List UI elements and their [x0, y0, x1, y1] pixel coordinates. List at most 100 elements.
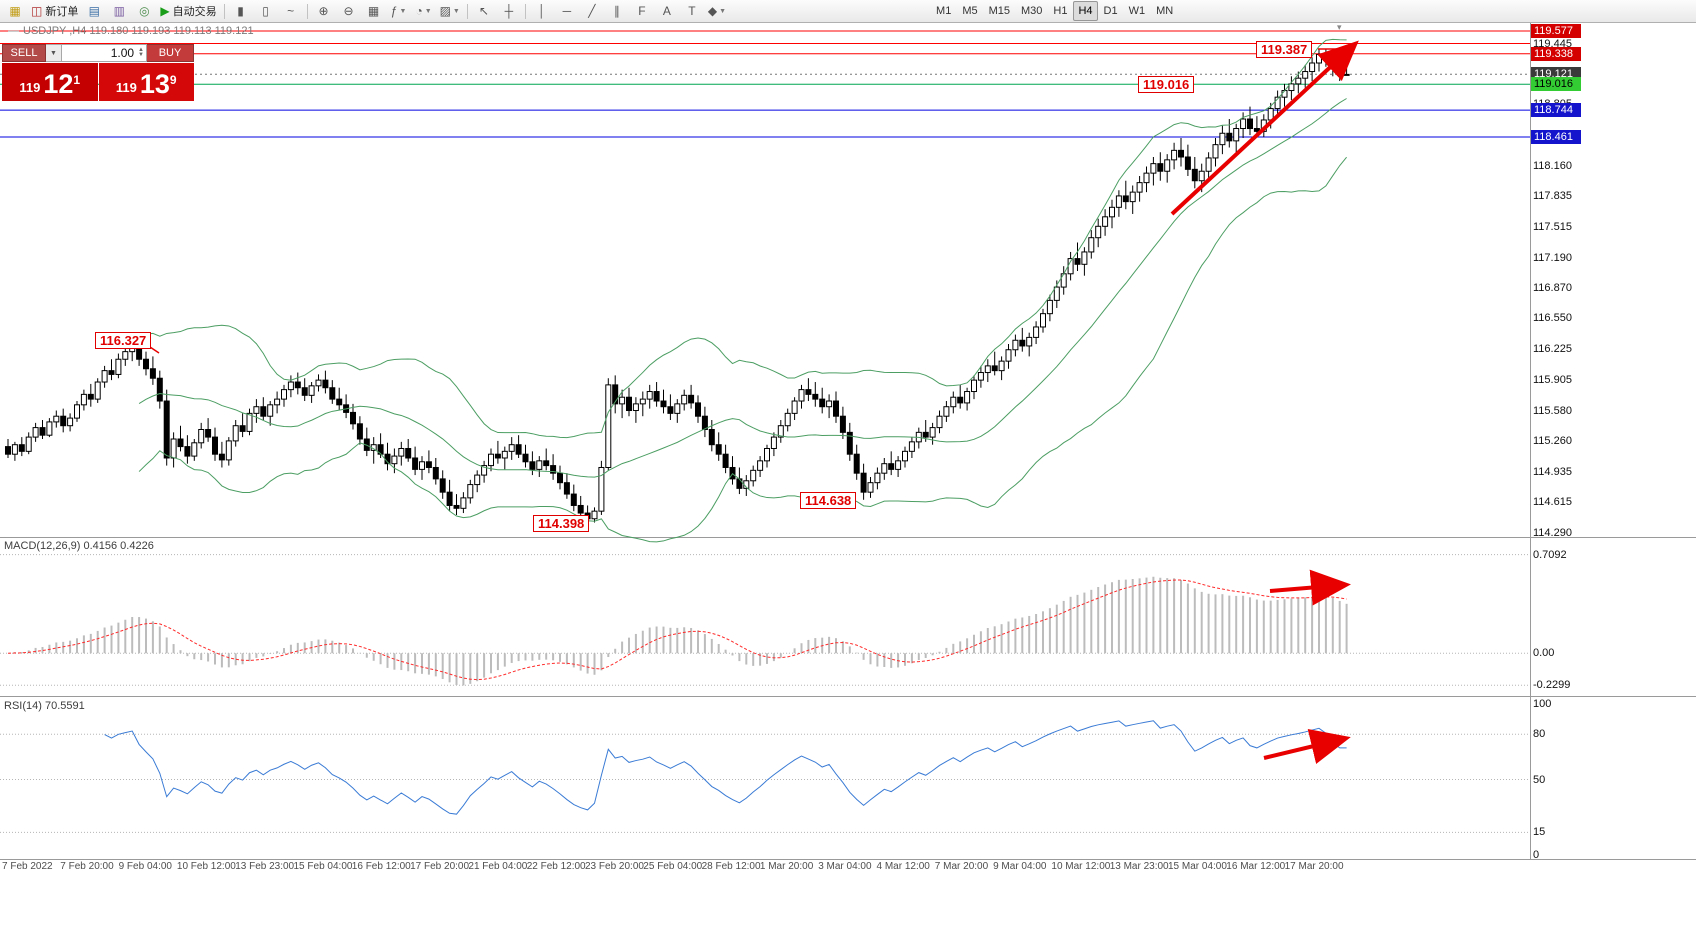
- templates-icon: ▨: [439, 4, 451, 18]
- rsi-line: [104, 720, 1347, 815]
- zoom-out-icon[interactable]: ⊖: [337, 1, 361, 21]
- channel-icon[interactable]: ∥: [605, 1, 629, 21]
- line-chart-icon: ~: [287, 4, 295, 18]
- line-chart-icon[interactable]: ~: [279, 1, 303, 21]
- new-order-button[interactable]: ◫ 新订单: [28, 1, 81, 21]
- cursor-icon[interactable]: ↖: [472, 1, 496, 21]
- ohlc-bars-icon: ▮: [237, 4, 244, 18]
- toolbar-separator: [306, 3, 308, 19]
- buy-price-button[interactable]: 119 13 9: [98, 63, 194, 101]
- timeframe-h1-button[interactable]: H1: [1053, 5, 1068, 17]
- timeframe-m15-button[interactable]: M15: [988, 5, 1010, 17]
- chart-shift-marker-icon[interactable]: ▾: [1337, 22, 1342, 32]
- timeframe-h4-button[interactable]: H4: [1073, 1, 1098, 21]
- new-chart-icon: ▦: [9, 4, 21, 18]
- timeframe-w1-button[interactable]: W1: [1128, 5, 1146, 17]
- autotrading-button-label: 自动交易: [172, 6, 217, 18]
- fibonacci-icon[interactable]: F: [630, 1, 654, 21]
- zoom-out-icon: ⊖: [343, 4, 354, 18]
- macd-histogram: [13, 576, 1348, 686]
- timeframe-m1-button[interactable]: M1: [936, 5, 952, 17]
- order-options-dropdown[interactable]: ▼: [46, 44, 62, 62]
- cursor-icon: ↖: [478, 4, 489, 18]
- volume-stepper: ▲ ▼: [138, 47, 144, 58]
- one-click-trading-panel: SELL ▼ 1.00 ▲ ▼ BUY 119 12 1 119 13 9: [2, 44, 194, 101]
- chevron-down-icon: ▼: [452, 7, 460, 15]
- macd-signal-line: [7, 579, 1347, 681]
- periods-icon: ◔: [415, 4, 423, 18]
- sell-price-button[interactable]: 119 12 1: [2, 63, 98, 101]
- horizontal-level-lines[interactable]: [0, 30, 1530, 138]
- candles: [5, 48, 1350, 523]
- horizontal-line-icon[interactable]: ─: [555, 1, 579, 21]
- buy-price-point: 9: [169, 73, 177, 87]
- shapes-icon: ◆: [707, 4, 718, 18]
- crosshair-icon[interactable]: ┼: [497, 1, 521, 21]
- tile-windows-icon[interactable]: ▦: [362, 1, 386, 21]
- toolbar: ▦ ◫ 新订单 ▤ ▥ ◎ ▶ 自动交易 ▮ ▯ ~ ⊕ ⊖ ▦ ƒ ▼ ◔ ▼ ▨ ▼ ↖ ┼ │ ─ ╱ ∥ F A T ◆ ▼ M1 M5…: [0, 0, 1696, 23]
- market-watch-icon: ▤: [88, 4, 101, 18]
- zoom-in-icon[interactable]: ⊕: [312, 1, 336, 21]
- data-window-icon[interactable]: ▥: [107, 1, 131, 21]
- navigator-icon[interactable]: ◎: [132, 1, 156, 21]
- bollinger-bands: [138, 38, 1347, 543]
- vertical-line-icon: │: [538, 4, 546, 18]
- crosshair-icon: ┼: [504, 4, 514, 18]
- autotrading-button[interactable]: ▶ 自动交易: [157, 1, 219, 21]
- sell-price-prefix: 119: [19, 80, 41, 95]
- label-icon: T: [688, 4, 696, 18]
- data-window-icon: ▥: [113, 4, 126, 18]
- toolbar-separator: [466, 3, 468, 19]
- new-order-button-label: 新订单: [45, 6, 79, 18]
- timeframe-m30-button[interactable]: M30: [1021, 5, 1043, 17]
- buy-button[interactable]: BUY: [147, 44, 194, 62]
- fibonacci-icon: F: [638, 4, 646, 18]
- candlestick-icon: ▯: [262, 4, 269, 18]
- new-chart-icon[interactable]: ▦: [3, 1, 27, 21]
- rsi-label: RSI(14) 70.5591: [4, 700, 85, 712]
- templates-icon[interactable]: ▨ ▼: [437, 1, 463, 21]
- label-icon[interactable]: T: [680, 1, 704, 21]
- buy-price-prefix: 119: [115, 80, 137, 95]
- toolbar-separator: [223, 3, 225, 19]
- new-order-icon: ◫: [31, 4, 43, 18]
- zoom-in-icon: ⊕: [318, 4, 329, 18]
- volume-up-button[interactable]: ▲: [138, 47, 144, 53]
- navigator-icon: ◎: [139, 4, 150, 18]
- periods-icon[interactable]: ◔ ▼: [412, 1, 436, 21]
- toolbar-separator: [524, 3, 526, 19]
- text-icon: A: [662, 4, 671, 18]
- chevron-down-icon: ▼: [719, 7, 727, 15]
- market-watch-icon[interactable]: ▤: [82, 1, 106, 21]
- chevron-down-icon: ▼: [399, 7, 407, 15]
- trendline-icon: ╱: [588, 4, 596, 18]
- indicators-icon: ƒ: [390, 4, 398, 18]
- sell-price-pips: 12: [43, 69, 74, 99]
- ohlc-bars-icon[interactable]: ▮: [229, 1, 253, 21]
- buy-price-pips: 13: [139, 69, 170, 99]
- object-marker-icon: —: [8, 25, 19, 37]
- timeframe-mn-button[interactable]: MN: [1156, 5, 1174, 17]
- vertical-line-icon[interactable]: │: [530, 1, 554, 21]
- volume-down-button[interactable]: ▼: [138, 52, 144, 58]
- sell-price-point: 1: [73, 73, 81, 87]
- timeframe-m5-button[interactable]: M5: [962, 5, 978, 17]
- volume-input[interactable]: 1.00 ▲ ▼: [62, 44, 147, 62]
- timeframe-d1-button[interactable]: D1: [1103, 5, 1118, 17]
- horizontal-line-icon: ─: [562, 4, 572, 18]
- chevron-down-icon: ▼: [424, 7, 432, 15]
- chart-title: — USDJPY ,H4 119.180 119.193 119.113 119.…: [8, 25, 254, 37]
- channel-icon: ∥: [613, 4, 620, 18]
- macd-label: MACD(12,26,9) 0.4156 0.4226: [4, 540, 154, 552]
- tile-windows-icon: ▦: [367, 4, 380, 18]
- candlestick-icon[interactable]: ▯: [254, 1, 278, 21]
- indicators-icon[interactable]: ƒ ▼: [387, 1, 411, 21]
- chevron-down-icon: ▼: [50, 49, 57, 57]
- text-icon[interactable]: A: [655, 1, 679, 21]
- shapes-icon[interactable]: ◆ ▼: [705, 1, 729, 21]
- volume-value: 1.00: [110, 46, 135, 60]
- trendline-icon[interactable]: ╱: [580, 1, 604, 21]
- sell-button[interactable]: SELL: [2, 44, 46, 62]
